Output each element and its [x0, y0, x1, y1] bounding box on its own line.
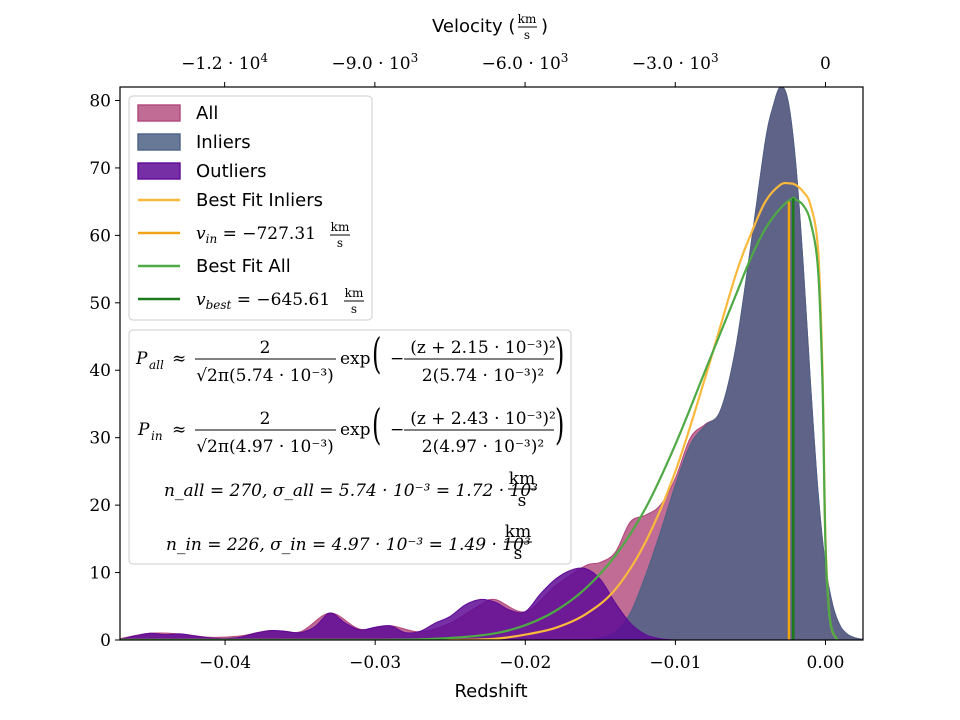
svg-text:(z + 2.15 · 10⁻³)²: (z + 2.15 · 10⁻³)² [410, 338, 556, 358]
svg-text:vin = −727.31: vin = −727.31 [196, 224, 316, 246]
legend: All Inliers Outliers Best Fit Inliers vin = … [128, 95, 373, 321]
legend-label-v-best: vbest = −645.61 km s [196, 286, 364, 316]
svg-text:≈: ≈ [172, 349, 186, 369]
svg-text:): ) [555, 330, 564, 379]
svg-text:2: 2 [260, 338, 271, 358]
svg-text:−: − [390, 349, 404, 369]
legend-frame [128, 95, 373, 321]
axes-frame [119, 86, 864, 641]
y-tick-label: 0 [100, 631, 111, 651]
n-all-line: n_all = 270, σ_all = 5.74 · 10⁻³ = 1.72 … [164, 469, 538, 511]
svg-text:2(4.97 · 10⁻³)²: 2(4.97 · 10⁻³)² [422, 437, 544, 457]
svg-text:s: s [524, 28, 530, 42]
n-in-line: n_in = 226, σ_in = 4.97 · 10⁻³ = 1.49 · … [166, 522, 532, 564]
svg-text:s: s [518, 491, 527, 511]
y-tick-label: 20 [89, 496, 111, 516]
top-axis-ticks: −1.2 · 104 −9.0 · 103 −6.0 · 103 −3.0 · 103… [181, 51, 831, 87]
y-tick-label: 70 [89, 159, 111, 179]
svg-text:Velocity (: Velocity ( [432, 16, 515, 37]
y-tick-label: 40 [89, 361, 111, 381]
svg-text:(: ( [372, 401, 381, 450]
svg-text:√2π(4.97 · 10⁻³): √2π(4.97 · 10⁻³) [196, 437, 334, 457]
top-tick-label: −9.0 · 103 [331, 51, 418, 74]
legend-label-fit-inliers: Best Fit Inliers [196, 190, 323, 211]
svg-text:km: km [518, 12, 537, 26]
svg-text:≈: ≈ [172, 420, 186, 440]
svg-text:P: P [135, 349, 148, 369]
legend-label-inliers: Inliers [196, 132, 251, 153]
formula-annotation: P all ≈ 2 √2π(5.74 · 10⁻³) exp ( − (z + … [128, 329, 572, 565]
x-tick-label: −0.01 [649, 653, 701, 673]
top-axis-label: Velocity ( km s ) [432, 12, 548, 42]
x-tick-label: 0.00 [807, 653, 845, 673]
p-all-formula: P all ≈ 2 √2π(5.74 · 10⁻³) exp ( − (z + … [135, 330, 564, 386]
y-tick-label: 50 [89, 294, 111, 314]
svg-text:−: − [390, 420, 404, 440]
top-tick-label: −6.0 · 103 [482, 51, 569, 74]
legend-swatch-inliers [137, 133, 181, 151]
svg-text:in: in [151, 429, 163, 443]
svg-text:2: 2 [260, 409, 271, 429]
svg-text:km: km [345, 286, 364, 300]
legend-label-outliers: Outliers [196, 161, 267, 182]
legend-label-fit-all: Best Fit All [196, 256, 291, 277]
svg-text:P: P [137, 420, 150, 440]
formula-frame [128, 329, 572, 565]
svg-text:km: km [509, 469, 535, 489]
svg-text:s: s [351, 302, 357, 316]
svg-text:vbest = −645.61: vbest = −645.61 [196, 290, 330, 312]
y-tick-label: 30 [89, 429, 111, 449]
svg-text:n_all = 270, σ_all = 5.74 · 10: n_all = 270, σ_all = 5.74 · 10⁻³ = 1.72 … [164, 481, 538, 501]
svg-text:km: km [505, 522, 531, 542]
svg-text:(: ( [372, 330, 381, 379]
svg-text:km: km [331, 220, 350, 234]
y-tick-label: 60 [89, 226, 111, 246]
legend-label-all: All [196, 103, 218, 124]
svg-text:): ) [555, 401, 564, 450]
fit-all-curve [120, 196, 839, 640]
plot-series [120, 87, 863, 640]
legend-label-v-in: vin = −727.31 km s [196, 220, 350, 250]
svg-text:exp: exp [340, 349, 371, 369]
x-axis-ticks: −0.04 −0.03 −0.02 −0.01 0.00 [199, 640, 844, 673]
y-tick-label: 80 [89, 91, 111, 111]
top-tick-label: −3.0 · 103 [632, 51, 719, 74]
x-tick-label: −0.02 [499, 653, 551, 673]
top-tick-label: 0 [820, 54, 831, 74]
svg-text:2(5.74 · 10⁻³)²: 2(5.74 · 10⁻³)² [422, 366, 544, 386]
svg-text:(z + 2.43 · 10⁻³)²: (z + 2.43 · 10⁻³)² [410, 409, 556, 429]
x-tick-label: −0.03 [349, 653, 401, 673]
svg-text:n_in = 226, σ_in = 4.97 · 10⁻³: n_in = 226, σ_in = 4.97 · 10⁻³ = 1.49 · … [166, 535, 531, 555]
x-tick-label: −0.04 [199, 653, 251, 673]
outliers-density-area [120, 567, 676, 640]
svg-text:√2π(5.74 · 10⁻³): √2π(5.74 · 10⁻³) [196, 366, 334, 386]
svg-text:s: s [514, 544, 523, 564]
y-tick-label: 10 [89, 564, 111, 584]
legend-swatch-all [137, 104, 181, 122]
y-axis-ticks: 0 10 20 30 40 50 60 70 80 [89, 91, 120, 651]
x-axis-label: Redshift [454, 681, 527, 702]
svg-text:): ) [541, 16, 548, 37]
top-tick-label: −1.2 · 104 [181, 51, 268, 74]
legend-swatch-outliers [137, 162, 181, 180]
svg-text:s: s [337, 236, 343, 250]
p-in-formula: P in ≈ 2 √2π(4.97 · 10⁻³) exp ( − (z + 2… [137, 401, 564, 457]
svg-text:all: all [149, 358, 164, 372]
svg-text:exp: exp [340, 420, 371, 440]
